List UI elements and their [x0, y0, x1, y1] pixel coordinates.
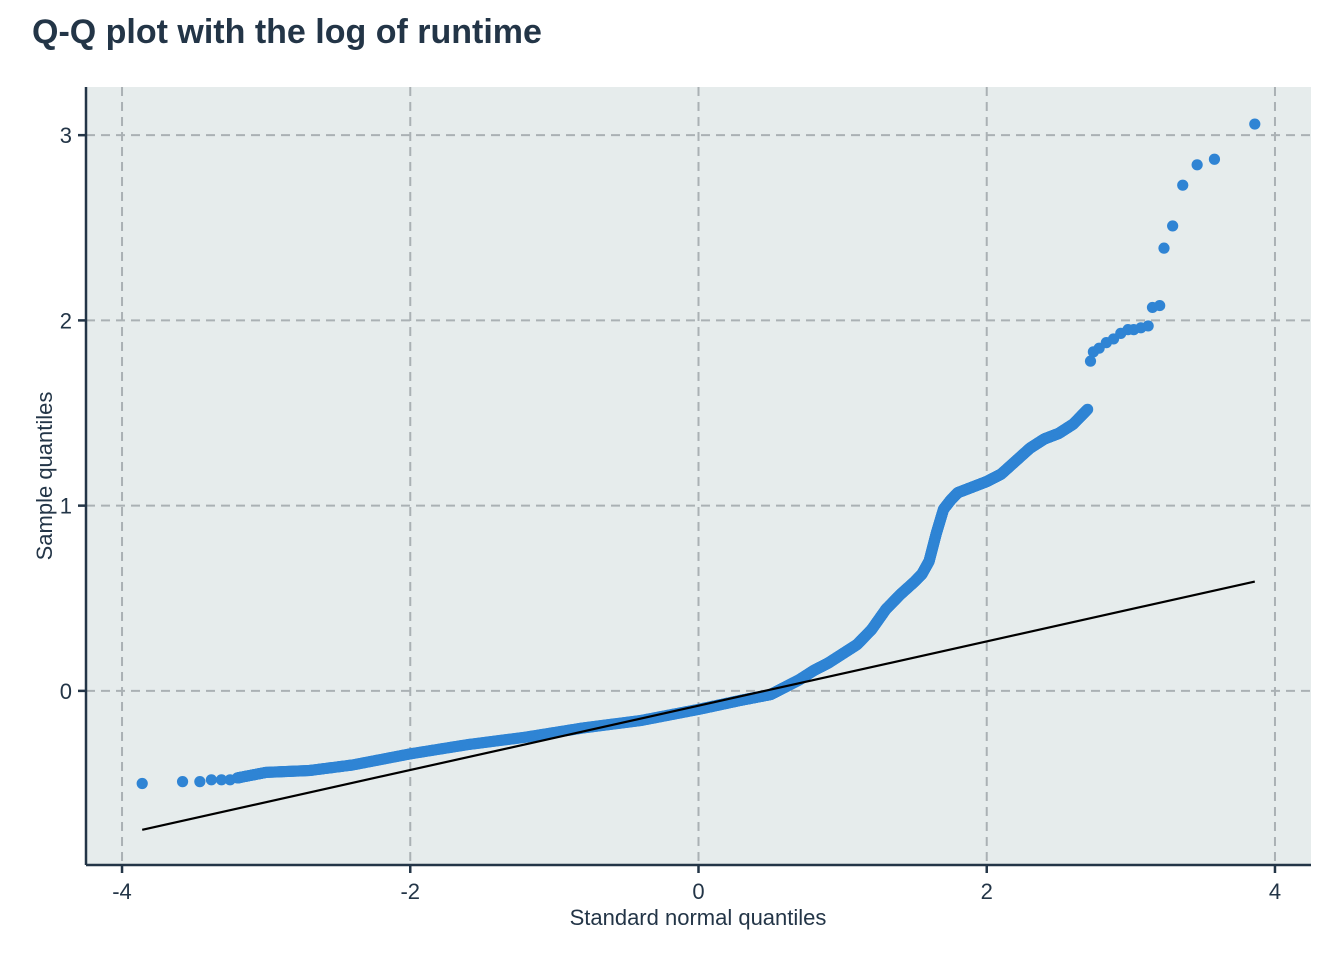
y-tick-label: 2	[60, 308, 72, 333]
tail-point	[1142, 320, 1154, 332]
tail-point	[1249, 118, 1261, 130]
x-tick-label: 0	[692, 879, 704, 904]
y-tick-label: 3	[60, 123, 72, 148]
x-tick-label: 4	[1269, 879, 1281, 904]
tail-point	[1208, 153, 1221, 165]
x-axis-label: Standard normal quantiles	[570, 905, 827, 930]
tail-point	[194, 776, 206, 788]
grid-lines	[86, 87, 1311, 865]
tail-point	[1177, 179, 1189, 191]
tail-point	[136, 777, 148, 790]
tail-point	[1154, 299, 1166, 312]
chart-title: Q-Q plot with the log of runtime	[32, 13, 542, 51]
tail-point	[205, 774, 217, 786]
tail-point	[1084, 355, 1097, 367]
tail-point	[233, 772, 245, 784]
x-axis-ticks: -4 -2 0 2 4	[112, 865, 1281, 904]
tail-point	[1167, 220, 1179, 232]
x-tick-label: -2	[400, 879, 420, 904]
tail-point	[176, 776, 189, 788]
y-axis-label: Sample quantiles	[32, 392, 57, 561]
tail-point	[1158, 242, 1170, 254]
tail-point	[1191, 159, 1203, 171]
tail-point	[215, 774, 228, 786]
x-tick-label: -4	[112, 879, 132, 904]
x-tick-label: 2	[981, 879, 993, 904]
y-tick-label: 0	[60, 679, 72, 704]
tail-point	[224, 774, 236, 786]
reference-line-layer	[141, 580, 1256, 831]
y-tick-label: 1	[60, 494, 72, 519]
data-point	[1082, 403, 1094, 415]
sample-points	[136, 118, 1261, 790]
y-axis-ticks: 0 1 2 3	[60, 123, 86, 704]
reference-line	[141, 580, 1256, 831]
